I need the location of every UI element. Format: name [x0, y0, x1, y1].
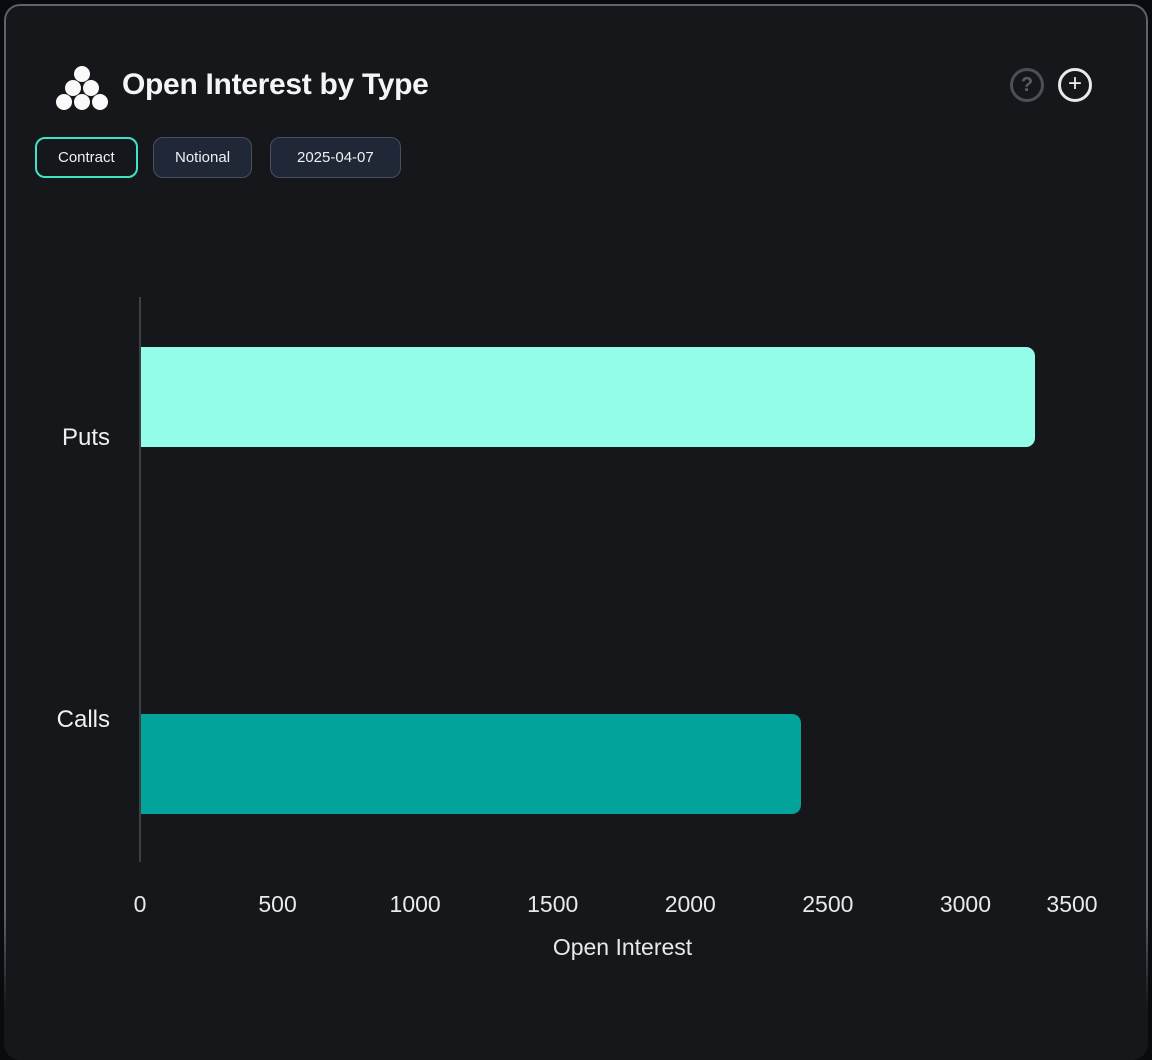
date-selector-button[interactable]: 2025-04-07 [270, 137, 401, 178]
notional-label: Notional [175, 149, 231, 166]
contract-label: Contract [58, 149, 115, 166]
card-background [4, 4, 1148, 1060]
date-label: 2025-04-07 [297, 149, 374, 166]
x-tick-label: 3500 [1046, 891, 1098, 917]
y-axis-line [139, 297, 141, 862]
x-tick-label: 1500 [527, 891, 579, 917]
plus-icon: + [1067, 70, 1082, 97]
page-title: Open Interest by Type [122, 68, 429, 101]
x-tick-label: 3000 [939, 891, 991, 917]
x-axis-title: Open Interest [552, 934, 693, 960]
x-tick-label: 2500 [802, 891, 854, 917]
question-icon: ? [1020, 73, 1034, 96]
x-tick-label: 500 [258, 891, 297, 917]
y-category-label-puts: Puts [61, 424, 110, 451]
add-button[interactable]: + [1058, 68, 1092, 102]
x-tick-label: 1000 [389, 891, 441, 917]
x-tick-label: 2000 [664, 891, 716, 917]
contract-toggle-button[interactable]: Contract [35, 137, 138, 178]
notional-toggle-button[interactable]: Notional [153, 137, 253, 178]
bar-puts[interactable] [141, 347, 1035, 447]
help-button[interactable]: ? [1010, 68, 1044, 102]
bar-calls[interactable] [141, 714, 801, 814]
open-interest-card: Open Interest by Type ? + Contract Notio… [4, 4, 1148, 1060]
y-category-label-calls: Calls [56, 706, 110, 733]
x-tick-label: 0 [133, 891, 147, 917]
dots-pyramid-icon [56, 66, 108, 110]
bar-chart-plot-area: Open Interest Puts Calls 0 500 1000 1500 2000 2… [57, 297, 1105, 960]
